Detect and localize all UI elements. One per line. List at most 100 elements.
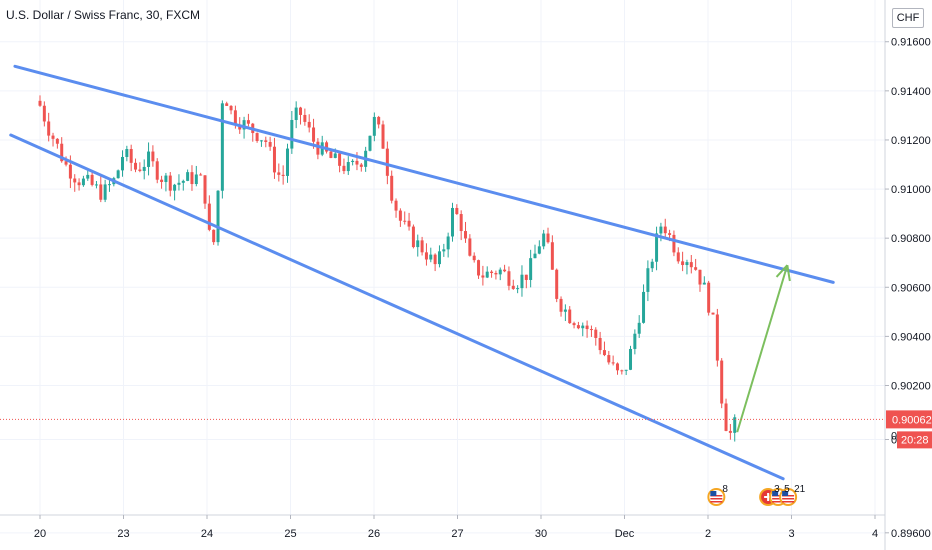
candle-body	[581, 325, 585, 329]
candle-body	[668, 233, 672, 235]
candle-body	[411, 226, 415, 248]
candle-body	[207, 203, 211, 230]
candle-body	[589, 329, 593, 331]
candle-body	[385, 148, 389, 176]
candle-body	[477, 260, 481, 276]
candle-body	[372, 116, 376, 136]
candle-body	[472, 255, 476, 261]
time-tick-label: 30	[535, 528, 547, 540]
forecast-arrow[interactable]	[736, 264, 789, 433]
candle-body	[503, 269, 507, 272]
candle-body	[186, 172, 190, 181]
forecast-arrow-head	[786, 265, 791, 282]
candle-body	[38, 100, 42, 106]
candle-body	[455, 207, 459, 215]
candle-body	[342, 165, 346, 172]
trendline-lower[interactable]	[9, 133, 785, 481]
price-tick-label: 0.90400	[891, 331, 931, 343]
candle-body	[429, 254, 433, 260]
candle-body	[446, 236, 450, 250]
candle-body	[598, 337, 602, 351]
candle-body	[485, 271, 489, 278]
candle-body	[329, 151, 333, 158]
currency-button[interactable]: CHF	[892, 8, 924, 28]
candle-body	[116, 170, 120, 179]
candle-body	[264, 140, 268, 142]
candle-body	[437, 251, 441, 265]
candle-body	[481, 275, 485, 278]
price-tick-label: 0.91200	[891, 135, 931, 147]
time-tick-label: 4	[872, 528, 878, 540]
candle-body	[585, 325, 589, 330]
candle-body	[299, 107, 303, 115]
candle-body	[303, 114, 307, 122]
time-tick-label: 23	[117, 528, 129, 540]
candle-body	[494, 272, 498, 275]
price-tick-label: 0.89600	[891, 528, 931, 540]
candle-body	[77, 182, 81, 186]
trendline-upper[interactable]	[13, 64, 835, 284]
time-tick-label: 24	[201, 528, 213, 540]
candle-body	[689, 262, 693, 268]
candle-body	[55, 138, 59, 144]
candle-body	[420, 240, 424, 253]
candle-body	[338, 153, 342, 166]
candle-body	[546, 233, 550, 243]
us-flag-stripe	[782, 498, 795, 500]
candle-body	[255, 133, 259, 141]
candle-body	[151, 151, 155, 162]
candle-body	[694, 267, 698, 270]
candle-body	[633, 333, 637, 349]
candle-body	[672, 234, 676, 253]
candle-body	[398, 210, 402, 221]
candle-body	[225, 103, 229, 106]
candle-body	[220, 103, 224, 191]
countdown-label: 20:28	[901, 434, 929, 446]
candle-body	[103, 184, 107, 200]
annotations	[0, 64, 885, 481]
time-tick-label: 20	[34, 528, 46, 540]
candle-body	[620, 370, 624, 372]
price-axis[interactable]: 0.91600 0.91400 0.91200 0.91000 0.90800 0.906…	[884, 0, 932, 550]
us-flag-stripe	[710, 498, 723, 500]
candle-body	[125, 148, 129, 157]
candle-body	[216, 190, 220, 243]
event-markers[interactable]: 83521272	[707, 484, 932, 506]
candle-body	[377, 116, 381, 125]
event-count: 21	[794, 484, 806, 495]
price-tick-label: 0.91400	[891, 86, 931, 98]
candle-body	[60, 143, 64, 162]
candle-body	[407, 220, 411, 227]
candle-body	[724, 403, 728, 431]
candle-body	[442, 249, 446, 252]
candle-body	[294, 107, 298, 120]
price-tick-label: 0.90200	[891, 380, 931, 392]
time-axis[interactable]: 20 23 24 25 26 27 30 Dec 2 3 4	[0, 514, 885, 540]
candle-body	[507, 271, 511, 286]
candle-body	[642, 291, 646, 323]
candle-body	[529, 258, 533, 280]
candle-body	[733, 417, 737, 433]
candle-body	[576, 325, 580, 329]
candle-body	[563, 309, 567, 312]
price-tick-label: 0.90800	[891, 233, 931, 245]
candle-body	[602, 350, 606, 356]
candle-body	[268, 141, 272, 147]
candle-body	[433, 254, 437, 265]
candle-body	[51, 135, 55, 139]
us-flag-canton	[782, 491, 789, 496]
candle-body	[259, 140, 263, 142]
time-tick-label: Dec	[615, 528, 635, 540]
candle-body	[94, 184, 98, 186]
candle-body	[42, 105, 46, 122]
candle-body	[229, 105, 233, 111]
candle-body	[138, 169, 142, 171]
candle-body	[246, 120, 250, 124]
candle-body	[711, 312, 715, 315]
candle-body	[650, 261, 654, 269]
candle-body	[555, 269, 559, 299]
candle-body	[212, 229, 216, 243]
candle-body	[524, 274, 528, 280]
us-flag-canton	[710, 491, 717, 496]
